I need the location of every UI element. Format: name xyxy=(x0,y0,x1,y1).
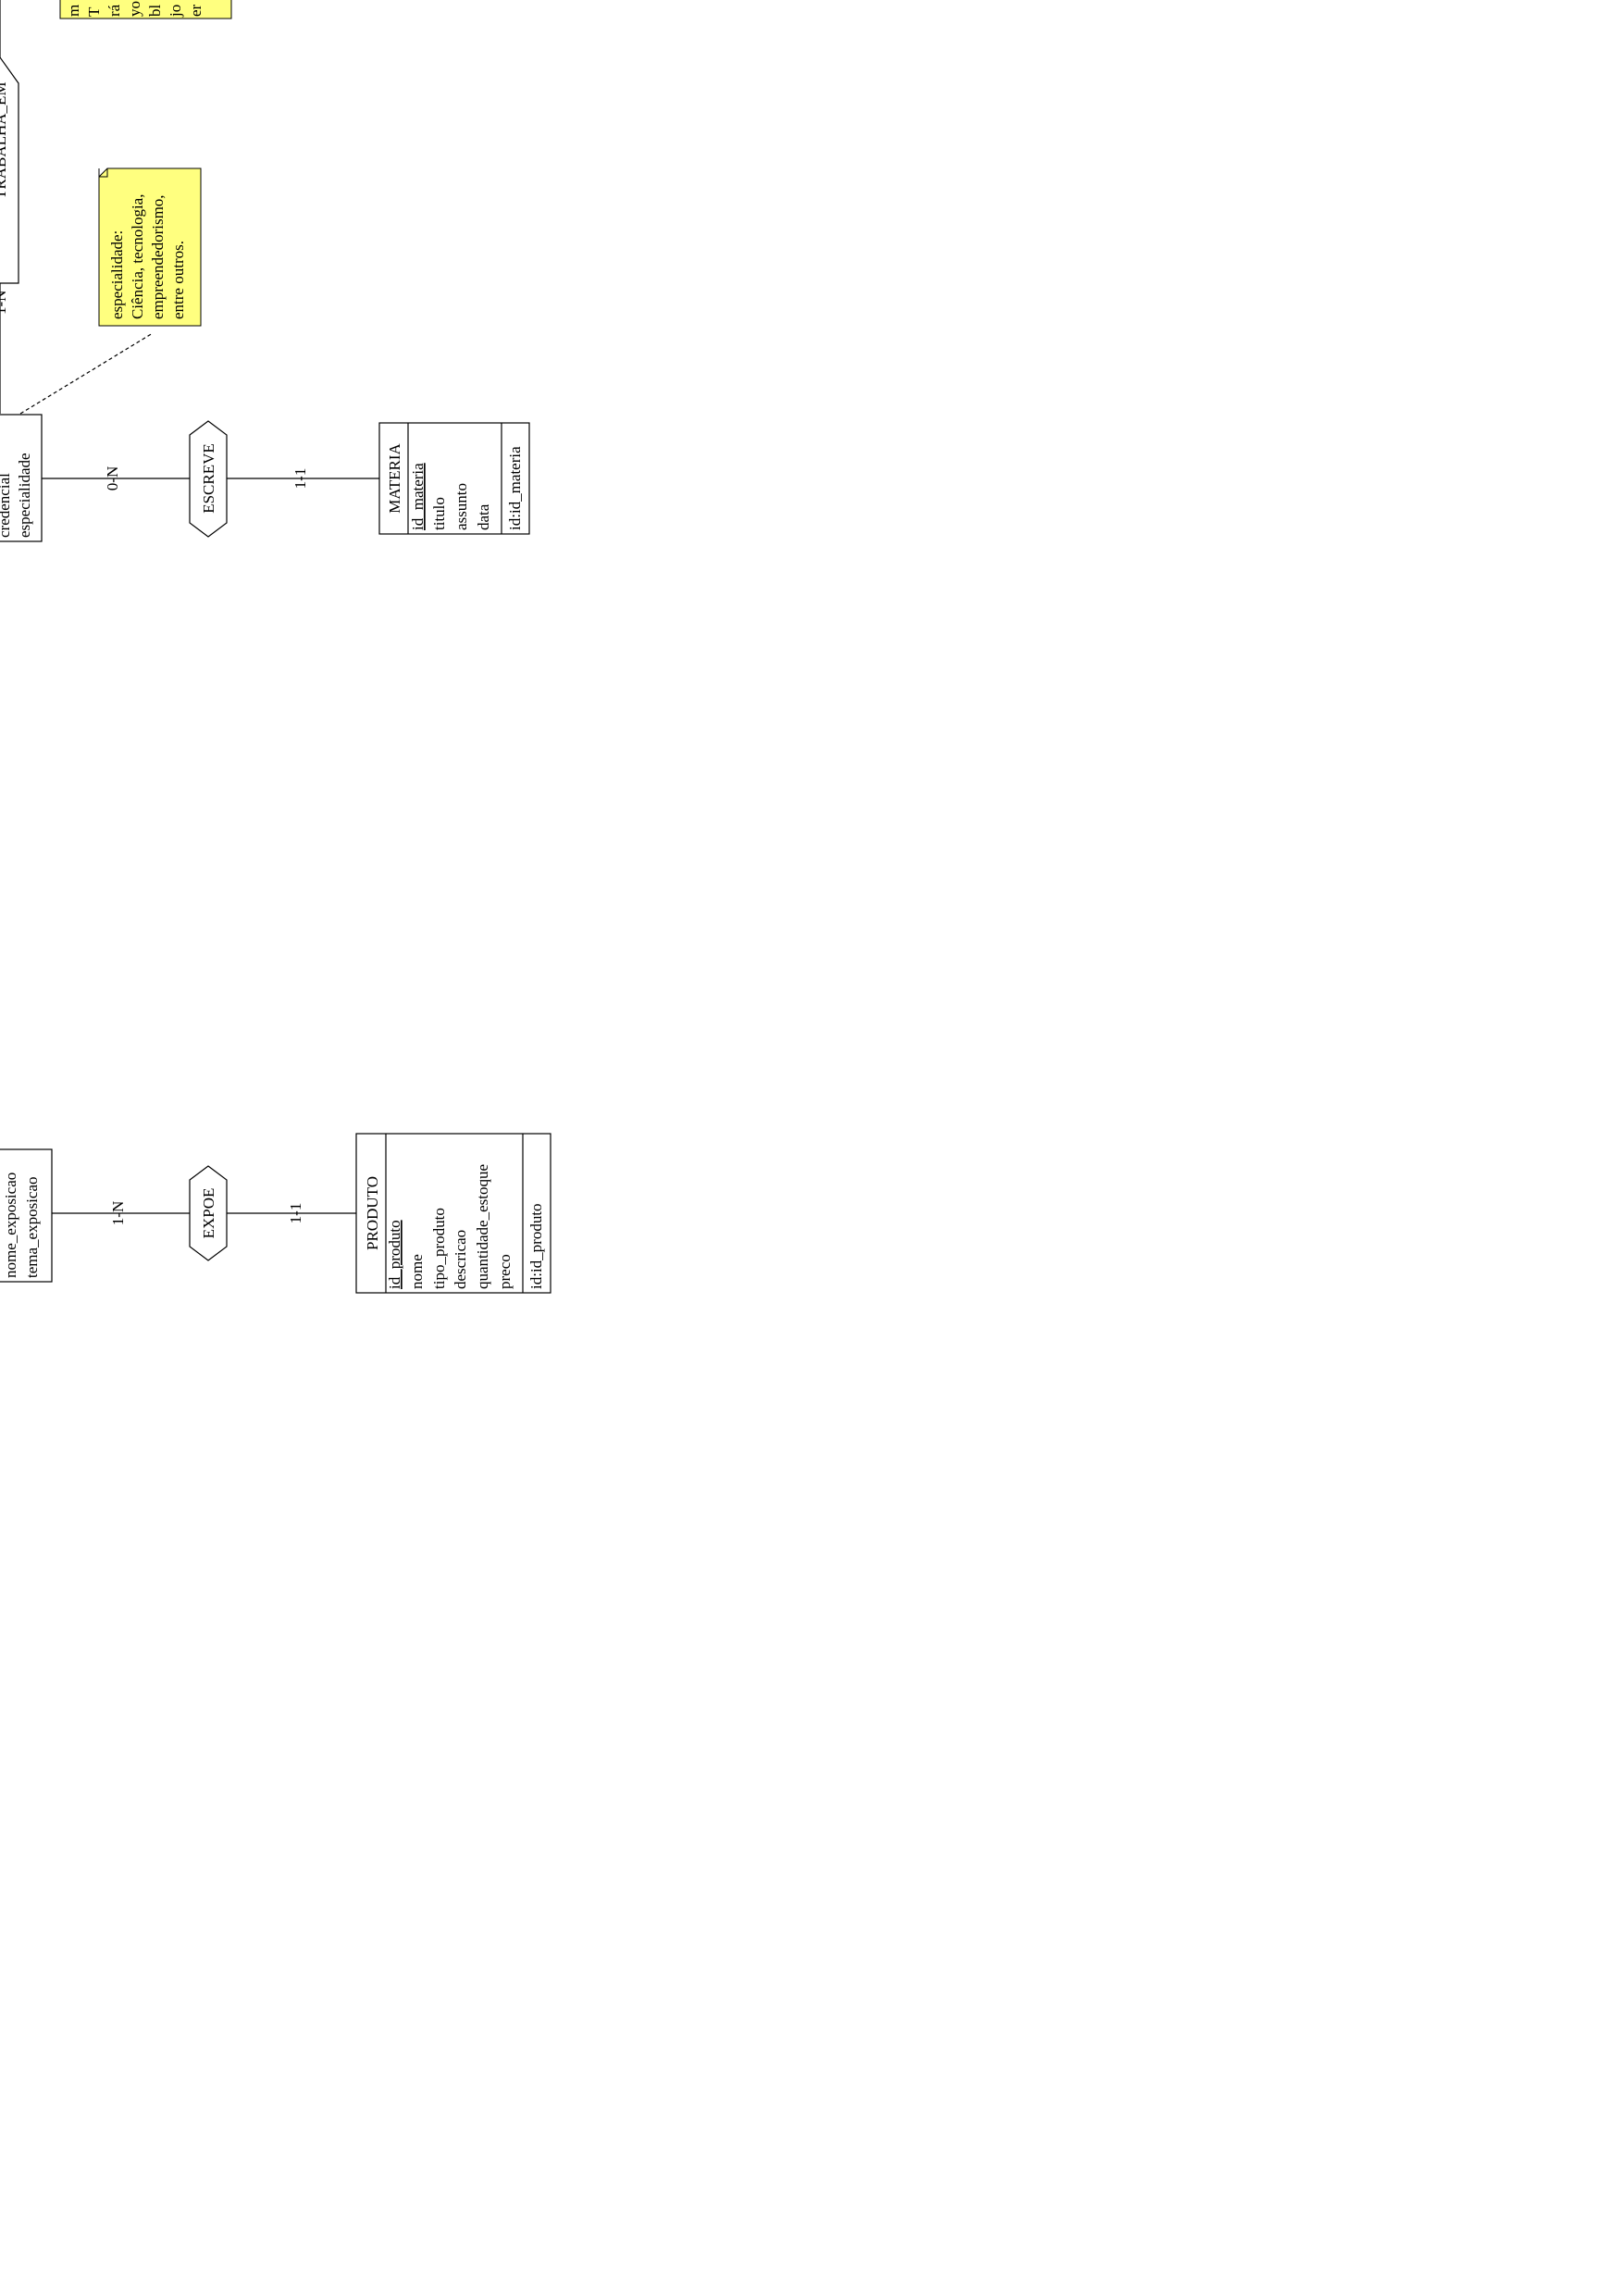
attribute-quantidade-estoque: quantidade_estoque xyxy=(474,1164,491,1289)
note-clipped: m T rá yo bl jo er xyxy=(59,0,232,19)
attribute-preco: preco xyxy=(496,1254,514,1289)
attribute-tema-exposicao: tema_exposicao xyxy=(23,1176,41,1278)
note-especialidade-line-4: entre outros. xyxy=(169,241,187,319)
entity-materia-box xyxy=(378,422,530,535)
identifier-id-produto: id:id_produto xyxy=(527,1203,545,1289)
note-especialidade-line-3: empreendedorismo, xyxy=(149,194,167,319)
cardinality-expoe-lower: 1-1 xyxy=(287,1203,304,1224)
entity-produto-name: PRODUTO xyxy=(364,1176,381,1250)
attribute-nome: nome xyxy=(408,1254,426,1289)
note-especialidade: especialidade: Ciência, tecnologia, empr… xyxy=(98,168,202,327)
attribute-data: data xyxy=(475,503,492,530)
relationship-trabalha: TRABALHA_EM 1-N xyxy=(0,56,19,315)
cardinality-escreve-lower: 1-1 xyxy=(291,468,309,490)
cardinality-trabalha-upper: 1-N xyxy=(0,291,9,315)
relationship-expoe: EXPOE 1-N 1-1 xyxy=(109,1165,304,1261)
note-clipped-line-3: rá xyxy=(105,4,123,17)
relationship-escreve-label: ESCREVE xyxy=(200,443,217,514)
connectors xyxy=(0,0,379,1214)
attribute-id-produto: id_produto xyxy=(386,1220,403,1289)
entity-produto-box xyxy=(355,1133,551,1294)
note-clipped-line-2: T xyxy=(85,6,103,17)
attribute-id-materia: id_materia xyxy=(409,463,427,530)
relationship-expoe-label: EXPOE xyxy=(200,1188,217,1239)
note-especialidade-line-1: especialidade: xyxy=(108,230,126,319)
note-clipped-box xyxy=(59,0,232,19)
note-clipped-line-5: bl xyxy=(146,5,164,18)
note-link-especialidade xyxy=(19,332,154,415)
entity-clipped-middle-box xyxy=(0,1148,53,1283)
attribute-assunto: assunto xyxy=(452,483,470,530)
relationship-trabalha-hexagon xyxy=(0,56,19,284)
attribute-descricao: descricao xyxy=(452,1230,469,1289)
identifier-id-materia: id:id_materia xyxy=(506,446,524,530)
relationship-escreve: ESCREVE 0-N 1-1 xyxy=(104,420,309,538)
attribute-nome-exposicao: nome_exposicao xyxy=(2,1173,19,1278)
entity-produto: PRODUTO id_produto nome tipo_produto des… xyxy=(355,1133,551,1294)
relationship-escreve-hexagon xyxy=(189,420,228,538)
relationship-expoe-hexagon xyxy=(189,1165,228,1261)
relationship-trabalha-label: TRABALHA_EM xyxy=(0,81,9,199)
cardinality-escreve-upper: 0-N xyxy=(104,466,121,490)
attribute-especialidade: especialidade xyxy=(16,453,33,538)
cardinality-expoe-upper: 1-N xyxy=(109,1201,127,1225)
entity-clipped-middle: nome_exposicao tema_exposicao xyxy=(0,1148,53,1283)
entity-clipped-top-box xyxy=(0,414,43,542)
note-clipped-line-1: m xyxy=(65,5,82,17)
note-clipped-line-6: jo xyxy=(167,5,184,18)
attribute-tipo-produto: tipo_produto xyxy=(430,1208,448,1289)
note-clipped-line-4: yo xyxy=(126,1,143,17)
note-clipped-line-7: er xyxy=(187,4,204,17)
note-especialidade-line-2: Ciência, tecnologia, xyxy=(129,194,146,319)
entity-materia-name: MATERIA xyxy=(386,443,403,514)
note-especialidade-fold xyxy=(99,168,108,178)
attribute-credencial: credencial xyxy=(0,473,13,538)
attribute-titulo: titulo xyxy=(430,497,448,530)
entity-clipped-top: credencial especialidade xyxy=(0,414,43,542)
entity-materia: MATERIA id_materia titulo assunto data i… xyxy=(378,422,530,535)
